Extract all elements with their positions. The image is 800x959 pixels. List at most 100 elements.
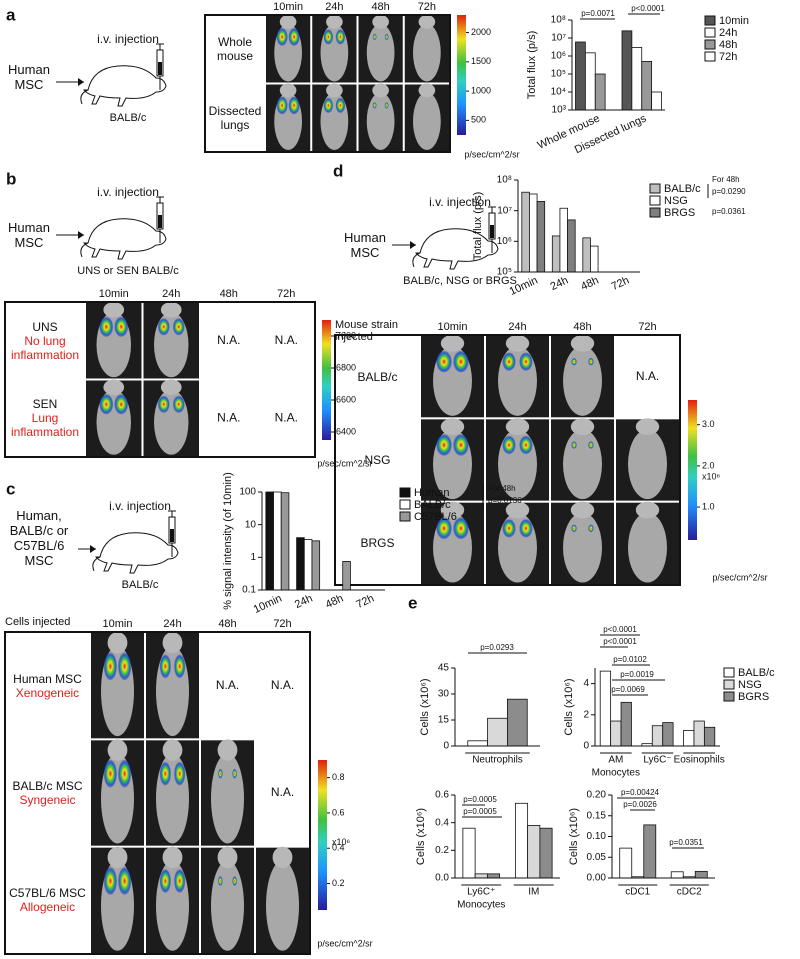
y-tick-label: 10⁷ <box>551 33 566 44</box>
arrow-head <box>78 231 84 239</box>
route-label: i.v. injection <box>97 32 159 46</box>
annotation: For 48h <box>488 484 516 493</box>
column-header: 72h <box>277 288 295 300</box>
mouse-head <box>103 379 125 395</box>
row-label-text: BRGS <box>360 536 395 551</box>
mouse-body <box>366 92 395 150</box>
host-label: BALB/c, NSG or BRGS <box>403 275 517 287</box>
legend-swatch <box>723 691 735 702</box>
y-tick-label: 0.0 <box>435 873 449 884</box>
y-tick-label: 10⁷ <box>497 205 512 216</box>
x-tick-label: Neutrophils <box>472 755 523 766</box>
row-label: Whole mouse <box>205 15 265 84</box>
bar <box>474 873 488 879</box>
bar <box>280 492 290 591</box>
signal-blob <box>232 876 237 886</box>
annotation: p=0.0290 <box>712 187 746 196</box>
y-tick-label: 0.6 <box>435 790 449 801</box>
legend-label: NSG <box>664 195 688 207</box>
y-tick-label: 45 <box>438 663 450 674</box>
signal-blob <box>99 316 114 337</box>
mouse-head <box>418 83 436 98</box>
row-label-text: Dissected lungs <box>208 103 262 132</box>
x-tick-label: 72h <box>354 592 376 611</box>
colorbar-tick-label: 2.0 <box>702 460 715 470</box>
column-header: 10min <box>103 618 133 630</box>
y-tick-label: 0.15 <box>587 810 607 821</box>
mouse-body <box>563 429 602 500</box>
bar <box>694 870 708 879</box>
bar <box>693 720 705 747</box>
mouse-head <box>440 418 465 435</box>
annotation: p=0.0005 <box>463 795 497 804</box>
signal-blob <box>232 768 237 779</box>
bar <box>643 824 657 879</box>
signal-blob <box>159 654 171 679</box>
mouse-head <box>326 15 343 29</box>
cell-text: N.A. <box>217 333 240 347</box>
y-tick-label: 10⁶ <box>551 51 566 62</box>
colorbar <box>688 400 697 540</box>
colorbar-tick-label: 2000 <box>471 27 491 37</box>
x-tick-label: 24h <box>549 274 571 293</box>
signal-blob <box>172 318 185 336</box>
signal-blob <box>103 867 117 895</box>
signal-blob <box>571 524 577 533</box>
y-axis-label: Cells (x10⁶) <box>415 808 427 865</box>
signal-blob <box>519 519 533 538</box>
column-header: 48h <box>371 1 389 13</box>
y-tick-label: 10 <box>245 519 257 530</box>
colorbar-tick-label: 6400 <box>336 426 356 436</box>
mouse-body <box>211 860 244 951</box>
signal-blob <box>118 759 132 788</box>
mouse-body <box>413 92 441 150</box>
column-header: 48h <box>573 321 591 333</box>
corner-label: Cells injected <box>5 616 71 628</box>
legend-swatch <box>399 499 411 510</box>
x-tick-label: cDC2 <box>677 887 702 898</box>
mouse-head <box>372 15 389 29</box>
row-label: SEN Lung inflammation <box>5 380 85 458</box>
column-header: 48h <box>220 288 238 300</box>
colorbar-tick-label: 1.0 <box>702 501 715 511</box>
column-header: 72h <box>638 321 656 333</box>
mouse-head <box>440 501 465 519</box>
colorbar-unit: p/sec/cm^2/sr <box>712 572 767 582</box>
signal-blob <box>323 29 334 45</box>
signal-blob <box>372 33 377 41</box>
row-label-note: Allogeneic <box>19 900 76 915</box>
bar <box>467 740 488 747</box>
signal-blob <box>172 395 185 413</box>
signal-blob <box>288 96 300 115</box>
legend-label: BGRS <box>738 691 769 703</box>
colorbar <box>318 760 327 910</box>
column-header: 10min <box>438 321 468 333</box>
signal-blob <box>384 102 389 109</box>
mouse-body <box>413 23 441 82</box>
row-label: BRGS <box>335 502 420 585</box>
y-tick-label: 30 <box>438 689 450 700</box>
signal-blob <box>372 102 377 109</box>
legend-label: BALB/c <box>664 183 701 195</box>
legend-swatch <box>649 207 661 218</box>
row-label-text: SEN <box>32 397 58 412</box>
bar <box>582 237 591 273</box>
column-header: 48h <box>218 618 236 630</box>
mouse-head <box>272 846 293 869</box>
annotation: p=0.0071 <box>581 9 615 18</box>
y-tick-label: 15 <box>438 715 450 726</box>
syringe-fill <box>158 215 162 228</box>
mouse-head <box>372 83 389 98</box>
y-axis-label: Total flux (p/s) <box>472 192 484 260</box>
syringe-fill <box>158 62 162 75</box>
bar <box>620 701 632 747</box>
bar <box>610 720 622 747</box>
cell-text: N.A. <box>636 369 659 383</box>
legend-swatch <box>649 195 661 206</box>
x-tick-label: 48h <box>324 592 346 611</box>
signal-blob <box>118 867 132 895</box>
legend-swatch <box>399 511 411 522</box>
cell-text: N.A. <box>271 785 294 799</box>
y-tick-label: 0.05 <box>587 852 607 863</box>
row-label-text: BALB/c <box>357 369 398 384</box>
